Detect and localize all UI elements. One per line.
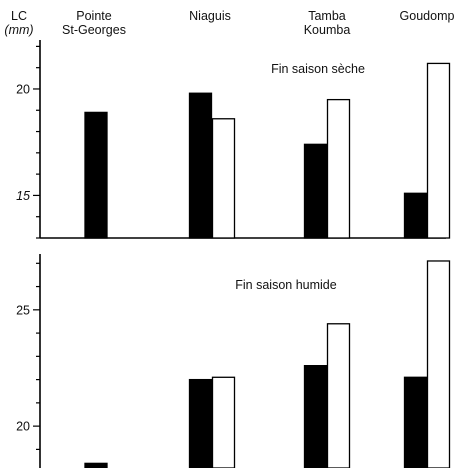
y-axis-label-line1: LC: [11, 9, 27, 23]
y-tick-label: 20: [16, 82, 30, 96]
dark-bar-pointe-st-georges: [84, 111, 108, 239]
y-tick-label: 15: [16, 189, 30, 203]
panel-title: Fin saison sèche: [271, 62, 365, 76]
site-label-pointe-line2: St-Georges: [62, 23, 126, 37]
chart-header: LC (mm) Pointe St-Georges Niaguis Tamba …: [4, 9, 454, 37]
dark-bar-niaguis: [188, 92, 213, 239]
site-label-pointe-line1: Pointe: [76, 9, 111, 23]
y-tick-label: 25: [16, 303, 30, 317]
dark-bar-goudomp: [403, 192, 428, 239]
panel-1: 15 20 Fin saison sèche: [16, 40, 451, 239]
y-tick-label: 20: [16, 420, 30, 434]
light-bar-goudomp: [426, 62, 451, 239]
light-bar-goudomp: [426, 260, 451, 468]
dark-bar-goudomp: [403, 376, 428, 468]
dark-bar-niaguis: [188, 378, 213, 468]
site-label-tamba-line1: Tamba: [308, 9, 346, 23]
site-label-niaguis: Niaguis: [189, 9, 231, 23]
panel-2: 20 25 Fin saison humide: [16, 254, 451, 468]
site-label-tamba-line2: Koumba: [304, 23, 351, 37]
light-bar-tamba-koumba: [326, 98, 351, 239]
y-axis-label-line2: (mm): [4, 23, 33, 37]
chart-panels: 15 20 Fin saison sèche 20 25 Fin saison humid…: [16, 40, 451, 468]
dark-bar-tamba-koumba: [303, 143, 328, 239]
light-bar-niaguis: [211, 376, 236, 468]
site-label-goudomp: Goudomp: [400, 9, 455, 23]
dark-bar-tamba-koumba: [303, 365, 328, 468]
light-bar-tamba-koumba: [326, 323, 351, 468]
light-bar-niaguis: [211, 118, 236, 239]
dark-bar-pointe-st-georges: [84, 462, 108, 468]
panel-title: Fin saison humide: [235, 278, 336, 292]
